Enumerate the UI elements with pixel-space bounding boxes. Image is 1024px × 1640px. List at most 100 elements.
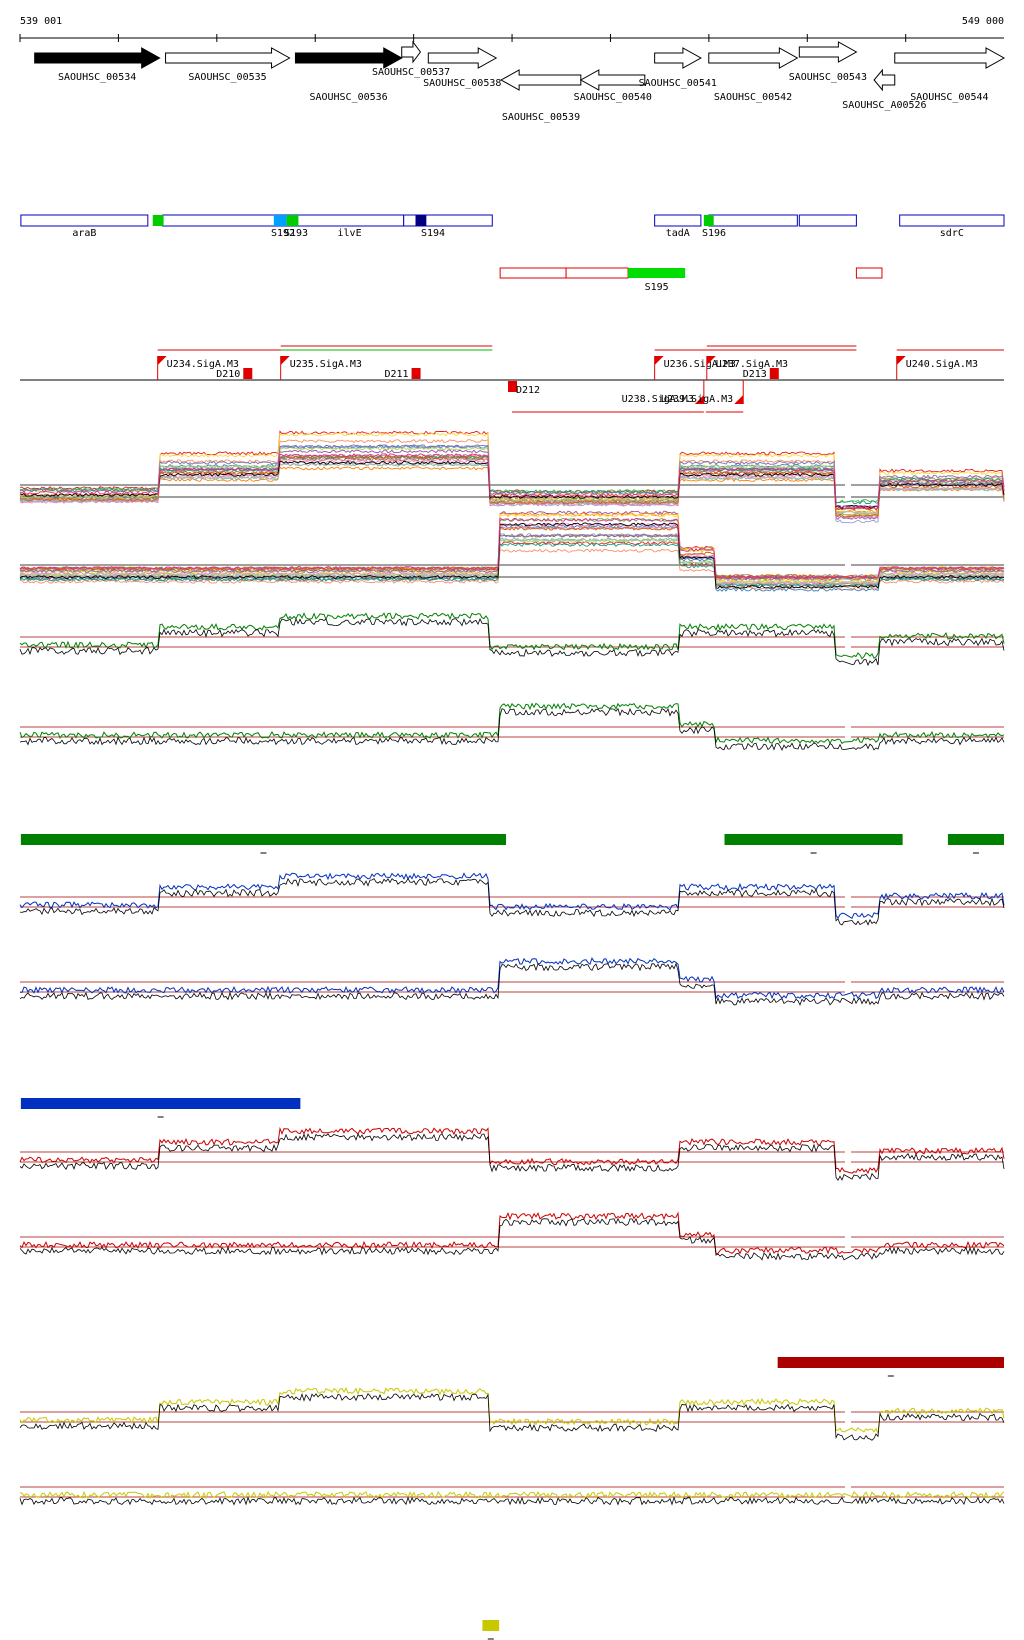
gene-arrow[interactable]: [798, 41, 858, 63]
gene-label: SAOUHSC_00537: [372, 67, 450, 78]
gene-track: SAOUHSC_00534 SAOUHSC_00535 SAOUHSC_00536 S…: [34, 40, 1006, 123]
marker-label: S194: [421, 228, 445, 239]
gene-arrow[interactable]: [654, 47, 702, 69]
gene-arrow[interactable]: [873, 68, 896, 92]
segment-red-box[interactable]: [565, 267, 629, 279]
segment-marker[interactable]: [703, 215, 714, 226]
promoter-flag[interactable]: [694, 395, 704, 404]
profile-line: [19, 1490, 1005, 1500]
segment-box[interactable]: [654, 214, 702, 227]
profile-line-reference: [19, 1392, 1005, 1441]
segment-box[interactable]: [294, 214, 405, 227]
gene-arrow[interactable]: [500, 69, 582, 91]
gene-label: SAOUHSC_00536: [309, 92, 387, 103]
coordinate-ruler: 539 001 549 000: [19, 16, 1004, 42]
marker-label: S192: [271, 228, 295, 239]
gene-arrow[interactable]: [427, 47, 498, 69]
promoter-label: U239.SigA.M3: [661, 394, 733, 405]
transcription-unit-track: U234.SigA.M3 U235.SigA.M3 U236.SigA.M3U237…: [20, 345, 1004, 413]
profile-line: [19, 957, 1005, 1000]
segment-label: ilvE: [338, 228, 362, 239]
promoter-flag[interactable]: [734, 395, 744, 404]
terminator-marker[interactable]: [411, 368, 421, 379]
promoter-label: U240.SigA.M3: [906, 359, 978, 370]
terminator-marker[interactable]: [769, 368, 779, 379]
promoter-flag[interactable]: [896, 356, 906, 365]
gene-label: SAOUHSC_00539: [502, 112, 580, 123]
segment-label: araB: [72, 228, 96, 239]
profile-line: [19, 702, 1005, 745]
gene-label: SAOUHSC_A00526: [842, 100, 926, 111]
gene-label: SAOUHSC_00535: [188, 72, 266, 83]
profile-line: [19, 1387, 1005, 1434]
gene-arrow[interactable]: [165, 47, 291, 69]
segment-marker[interactable]: [415, 215, 427, 226]
promoter-flag[interactable]: [280, 356, 290, 365]
gene-arrow[interactable]: [401, 40, 422, 64]
sample-profile: [19, 517, 1005, 580]
profile-line: [19, 1126, 1005, 1175]
expression-bar[interactable]: [20, 834, 507, 845]
promoter-flag[interactable]: [157, 356, 167, 365]
gene-arrow[interactable]: [34, 47, 161, 69]
gene-label: SAOUHSC_00538: [423, 78, 501, 89]
expression-bar[interactable]: [947, 834, 1004, 845]
sample-profile: [19, 548, 1005, 590]
profile-line-reference: [19, 1217, 1005, 1261]
profile-line: [19, 612, 1005, 660]
terminator-label: D211: [384, 369, 408, 380]
segment-red-box[interactable]: [855, 267, 883, 279]
profile-line-reference: [19, 707, 1005, 751]
ruler-start-label: 539 001: [20, 16, 62, 27]
segment-red-box[interactable]: [499, 267, 567, 279]
expression-bar[interactable]: [482, 1620, 500, 1631]
segment-green-box[interactable]: [628, 268, 686, 278]
gene-label: SAOUHSC_00534: [58, 72, 136, 83]
sample-profile: [19, 522, 1005, 589]
promoter-label: U237.SigA.M3: [716, 359, 788, 370]
profile-line-reference: [19, 962, 1005, 1006]
sample-profile: [19, 453, 1005, 509]
segment-marker[interactable]: [152, 215, 164, 226]
sample-profile: [19, 456, 1005, 512]
gene-label: SAOUHSC_00543: [789, 72, 867, 83]
expression-bar[interactable]: [20, 1098, 301, 1109]
segment-label: sdrC: [940, 228, 964, 239]
segment-box[interactable]: [798, 214, 857, 227]
terminator-label: D210: [216, 369, 240, 380]
sample-profile: [19, 537, 1005, 585]
segment-box[interactable]: [20, 214, 149, 227]
profile-line-reference: [19, 1496, 1005, 1506]
expression-bar[interactable]: [724, 834, 903, 845]
gene-label: SAOUHSC_00544: [910, 92, 988, 103]
gene-arrow[interactable]: [894, 47, 1006, 69]
promoter-flag[interactable]: [654, 356, 664, 365]
expression-profile-tracks: [19, 430, 1005, 1640]
gene-label: SAOUHSC_00542: [714, 92, 792, 103]
gene-label: SAOUHSC_00541: [639, 78, 717, 89]
profile-line: [19, 1211, 1005, 1255]
gene-arrow[interactable]: [294, 47, 403, 69]
terminator-marker[interactable]: [508, 381, 518, 392]
green-box-label: S195: [645, 282, 669, 293]
sample-profile: [19, 526, 1005, 579]
sample-profile: [19, 449, 1005, 520]
segment-label: tadA: [666, 228, 690, 239]
profile-line-reference: [19, 877, 1005, 926]
segment-marker[interactable]: [273, 215, 287, 226]
segment-box[interactable]: [899, 214, 1005, 227]
sample-profile: [19, 455, 1005, 504]
terminator-marker[interactable]: [243, 368, 253, 379]
promoter-label: U235.SigA.M3: [290, 359, 362, 370]
terminator-label: D212: [516, 385, 540, 396]
profile-line-reference: [19, 617, 1005, 667]
promoter-label: U234.SigA.M3: [167, 359, 239, 370]
gene-arrow[interactable]: [708, 47, 799, 69]
expression-bar[interactable]: [777, 1357, 1004, 1368]
gene-arrow[interactable]: [579, 69, 646, 91]
promoter-flag[interactable]: [706, 356, 716, 365]
segment-box[interactable]: [708, 214, 798, 227]
segment-marker[interactable]: [286, 215, 299, 226]
segment-box[interactable]: [403, 214, 493, 227]
